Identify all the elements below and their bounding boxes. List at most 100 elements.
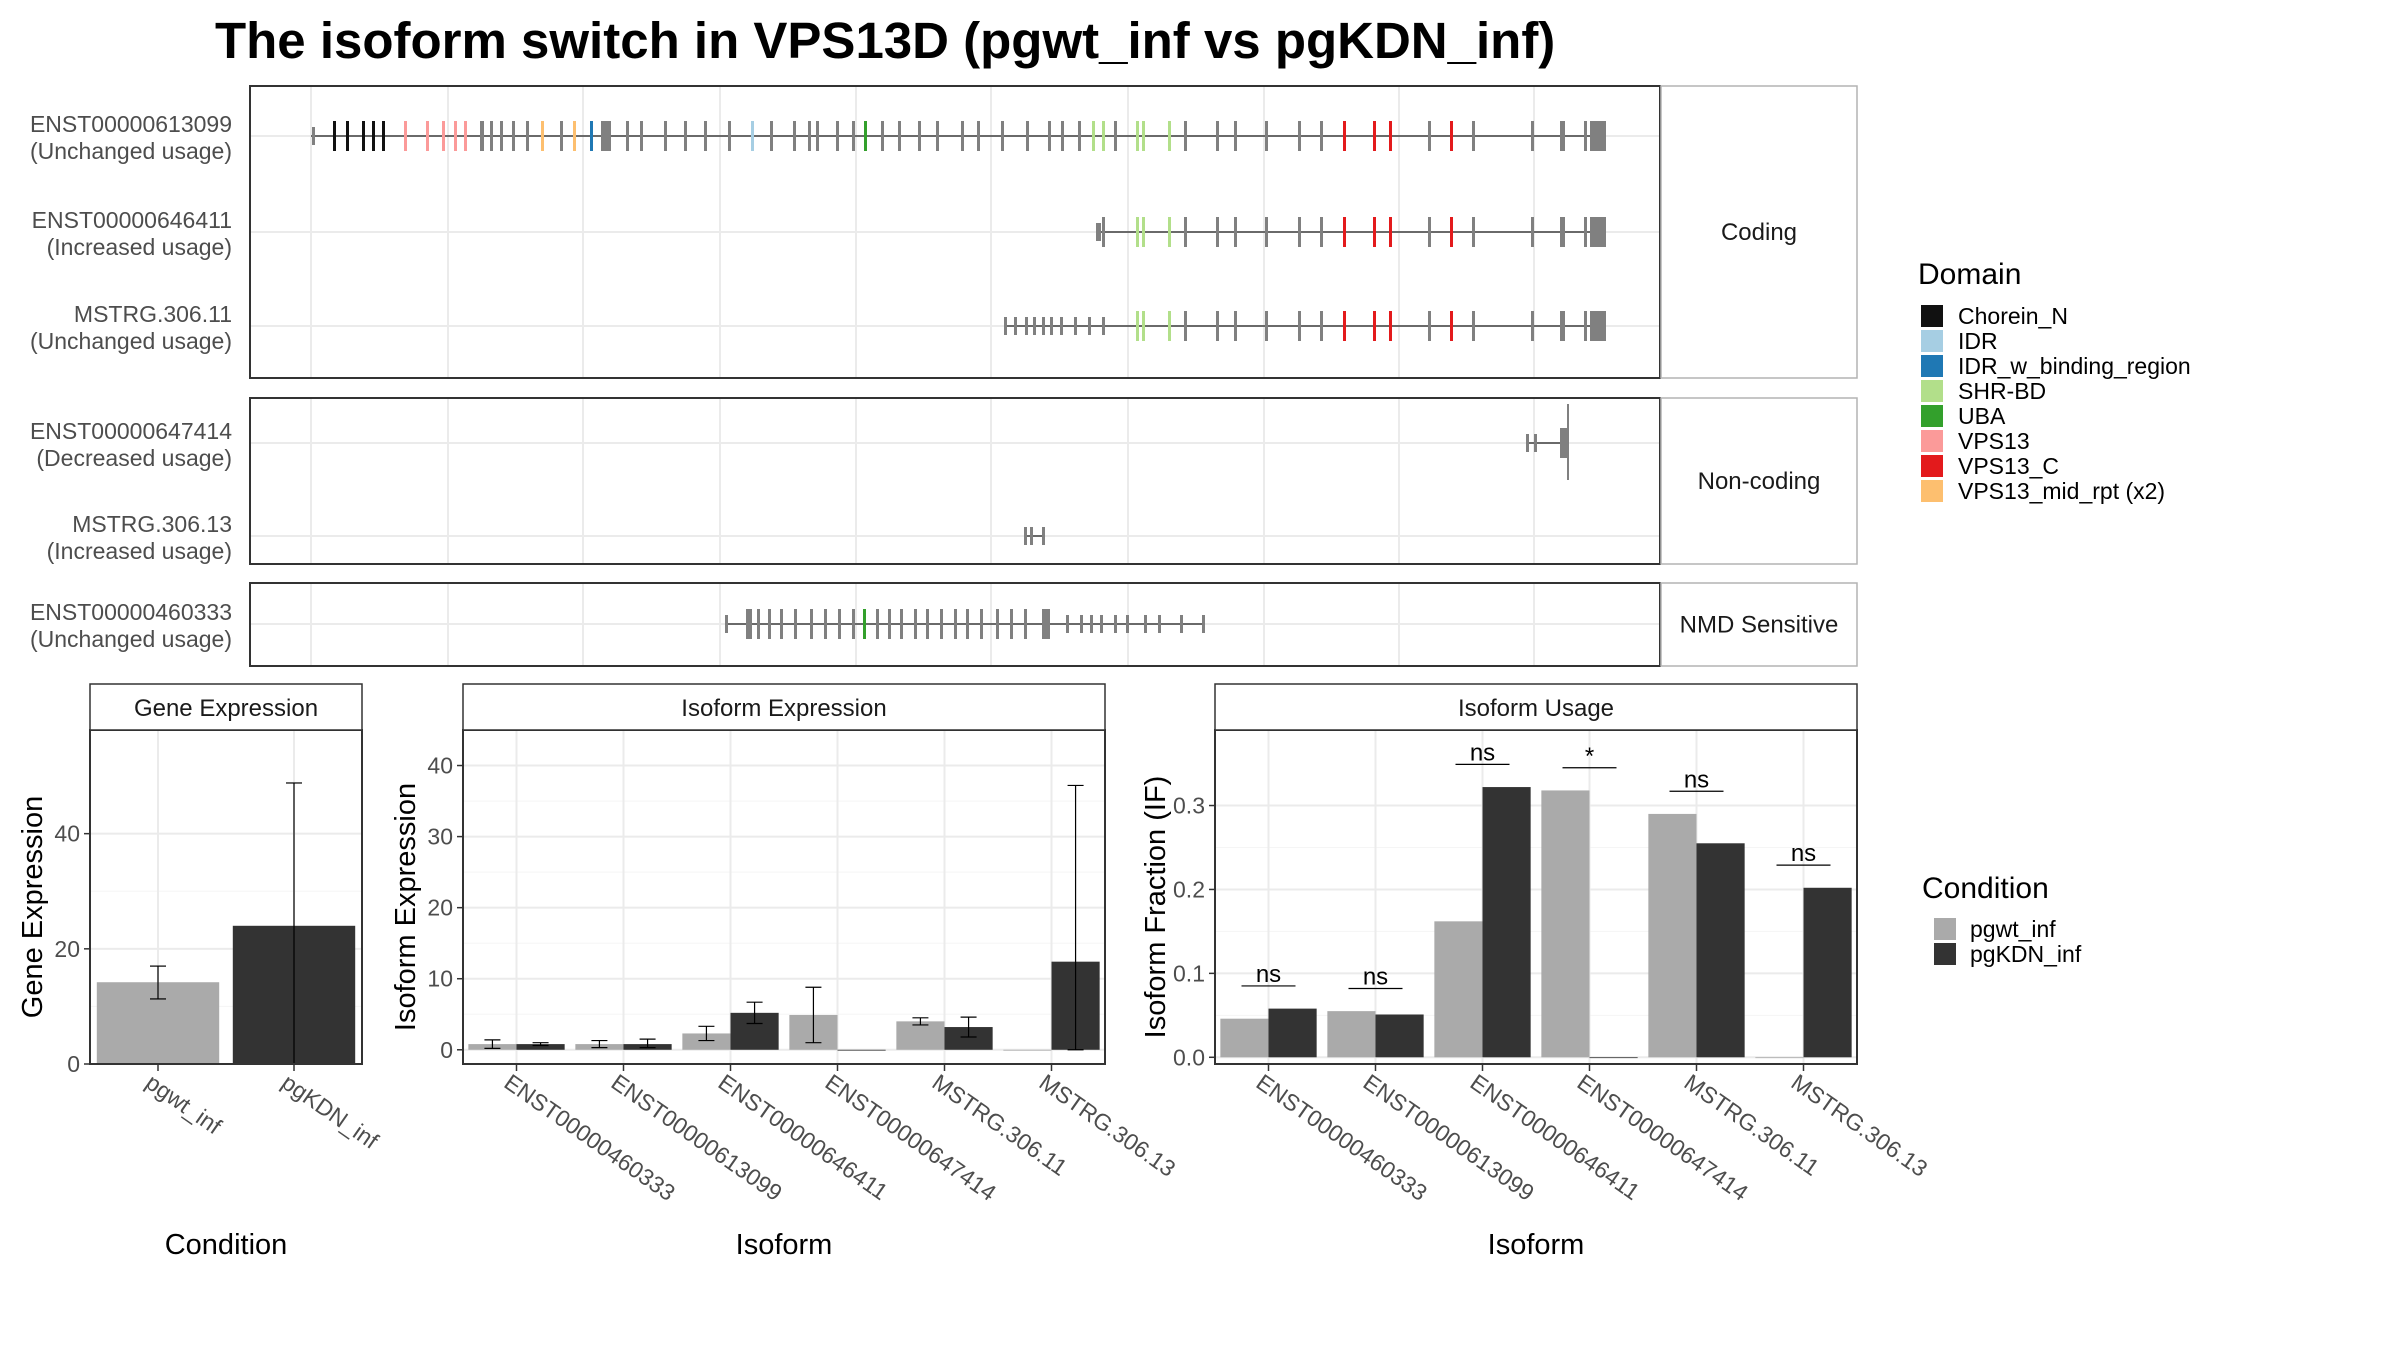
domain-legend-label: Chorein_N (1958, 303, 2068, 329)
coding-exon (888, 609, 891, 639)
bar (1375, 1014, 1424, 1058)
coding-exon (1531, 217, 1534, 247)
utr-exon (1050, 317, 1053, 335)
utr-exon (1096, 223, 1101, 241)
x-tick-label: ENST00000613099 (1359, 1069, 1539, 1206)
structure-facet: ENST00000647414(Decreased usage) MSTRG.30… (30, 397, 1858, 565)
bar (1434, 921, 1483, 1058)
isoform-usage-label: (Decreased usage) (36, 445, 232, 471)
bar (1589, 1057, 1638, 1059)
transcript-track (725, 609, 1205, 639)
coding-exon (1061, 121, 1064, 151)
domain-legend-swatch (1921, 405, 1943, 427)
domain-legend-swatch (1921, 305, 1943, 327)
coding-exon (1042, 609, 1050, 639)
bar (1803, 887, 1852, 1058)
coding-exon (793, 121, 796, 151)
utr-exon (1180, 615, 1183, 633)
domain-exon (442, 121, 445, 151)
utr-exon (1090, 615, 1093, 633)
facet-strip-label: Non-coding (1698, 468, 1821, 495)
coding-exon (770, 121, 773, 151)
coding-exon (808, 121, 811, 151)
domain-legend-swatch (1921, 480, 1943, 502)
coding-exon (881, 121, 884, 151)
condition-legend-swatch (1934, 943, 1956, 965)
utr-exon (1014, 317, 1017, 335)
coding-exon (996, 609, 999, 639)
domain-legend-label: IDR_w_binding_region (1958, 353, 2191, 379)
domain-exon (382, 121, 385, 151)
coding-exon (1560, 217, 1565, 247)
domain-exon (1136, 311, 1139, 341)
utr-exon (1534, 434, 1537, 452)
domain-legend-label: VPS13 (1958, 428, 2030, 454)
coding-exon (512, 121, 515, 151)
bar (1220, 1018, 1269, 1058)
domain-exon (1343, 121, 1346, 151)
x-tick-label: ENST00000460333 (1252, 1069, 1432, 1206)
x-axis-title: Isoform (736, 1229, 833, 1261)
isoform-usage-label: (Increased usage) (47, 538, 232, 564)
coding-exon (640, 121, 643, 151)
domain-legend-swatch (1921, 455, 1943, 477)
panel-strip (89, 683, 363, 731)
plot-background (463, 730, 1105, 1064)
domain-exon (404, 121, 407, 151)
transcript-track (1526, 404, 1569, 480)
y-tick-label: 0.3 (1173, 793, 1205, 819)
utr-exon (1060, 317, 1063, 335)
coding-exon (961, 121, 964, 151)
y-tick-label: 0 (67, 1051, 80, 1077)
domain-legend-swatch (1921, 355, 1943, 377)
coding-exon (728, 121, 731, 151)
x-axis-title: Condition (165, 1229, 288, 1261)
facet-strip (1660, 397, 1858, 565)
domain-legend-label: IDR (1958, 328, 1998, 354)
coding-exon (704, 121, 707, 151)
condition-legend-label: pgKDN_inf (1970, 941, 2082, 967)
coding-exon (780, 609, 783, 639)
domain-exon (1389, 311, 1392, 341)
significance-label: ns (1684, 766, 1709, 793)
domain-exon (1389, 217, 1392, 247)
utr-exon (1025, 317, 1028, 335)
domain-legend-swatch (1921, 380, 1943, 402)
bar (1003, 1049, 1052, 1051)
domain-exon (1142, 311, 1145, 341)
x-tick-label: pgwt_inf (141, 1069, 227, 1140)
significance-label: ns (1791, 840, 1816, 867)
utr-exon (1100, 615, 1103, 633)
domain-exon (362, 121, 365, 151)
x-tick-label: ENST00000647414 (1573, 1069, 1754, 1206)
utr-exon (1202, 615, 1205, 633)
figure-title: The isoform switch in VPS13D (pgwt_inf v… (215, 12, 1555, 69)
coding-exon (1298, 217, 1301, 247)
utr-exon (1126, 615, 1129, 633)
utr-exon (1024, 527, 1027, 545)
coding-exon (816, 121, 819, 151)
coding-exon (500, 121, 503, 151)
bar (837, 1049, 886, 1051)
coding-exon (810, 609, 813, 639)
isoform-id-label: MSTRG.306.11 (74, 301, 232, 327)
facet-strip-label: NMD Sensitive (1680, 612, 1839, 639)
coding-exon (1584, 217, 1587, 247)
facet-gridlines (250, 398, 1660, 564)
plot-background (1215, 730, 1857, 1064)
domain-exon (864, 121, 867, 151)
coding-exon (1472, 217, 1475, 247)
panel-strip-title: Isoform Usage (1458, 695, 1614, 722)
domain-exon (863, 609, 866, 639)
y-tick-label: 20 (54, 936, 80, 962)
coding-exon (824, 609, 827, 639)
domain-exon (1373, 311, 1376, 341)
coding-exon (1102, 217, 1105, 247)
y-tick-label: 0.2 (1173, 876, 1205, 902)
domain-exon (1343, 217, 1346, 247)
domain-exon (541, 121, 544, 151)
y-tick-label: 20 (427, 895, 453, 921)
utr-exon (312, 127, 315, 145)
